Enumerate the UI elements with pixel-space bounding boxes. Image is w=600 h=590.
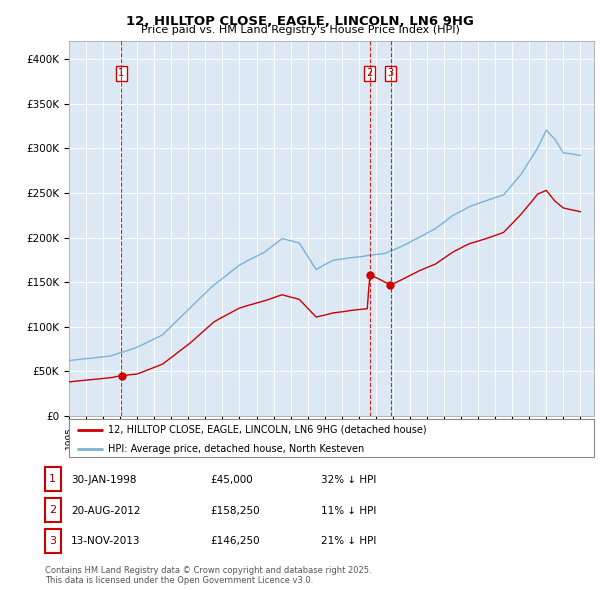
Text: 20-AUG-2012: 20-AUG-2012 <box>71 506 140 516</box>
Text: 12, HILLTOP CLOSE, EAGLE, LINCOLN, LN6 9HG (detached house): 12, HILLTOP CLOSE, EAGLE, LINCOLN, LN6 9… <box>109 425 427 435</box>
Text: 30-JAN-1998: 30-JAN-1998 <box>71 475 136 485</box>
Text: 13-NOV-2013: 13-NOV-2013 <box>71 536 140 546</box>
Text: 1: 1 <box>49 474 56 484</box>
Text: 32% ↓ HPI: 32% ↓ HPI <box>321 475 376 485</box>
Text: Price paid vs. HM Land Registry's House Price Index (HPI): Price paid vs. HM Land Registry's House … <box>140 25 460 35</box>
Text: 3: 3 <box>388 68 394 78</box>
Text: 3: 3 <box>49 536 56 546</box>
Text: 11% ↓ HPI: 11% ↓ HPI <box>321 506 376 516</box>
Text: £146,250: £146,250 <box>210 536 260 546</box>
Text: 21% ↓ HPI: 21% ↓ HPI <box>321 536 376 546</box>
Text: £45,000: £45,000 <box>210 475 253 485</box>
Text: Contains HM Land Registry data © Crown copyright and database right 2025.
This d: Contains HM Land Registry data © Crown c… <box>45 566 371 585</box>
Text: HPI: Average price, detached house, North Kesteven: HPI: Average price, detached house, Nort… <box>109 444 365 454</box>
Text: 12, HILLTOP CLOSE, EAGLE, LINCOLN, LN6 9HG: 12, HILLTOP CLOSE, EAGLE, LINCOLN, LN6 9… <box>126 15 474 28</box>
Text: 1: 1 <box>118 68 125 78</box>
Text: 2: 2 <box>49 505 56 515</box>
Text: 2: 2 <box>367 68 373 78</box>
Text: £158,250: £158,250 <box>210 506 260 516</box>
